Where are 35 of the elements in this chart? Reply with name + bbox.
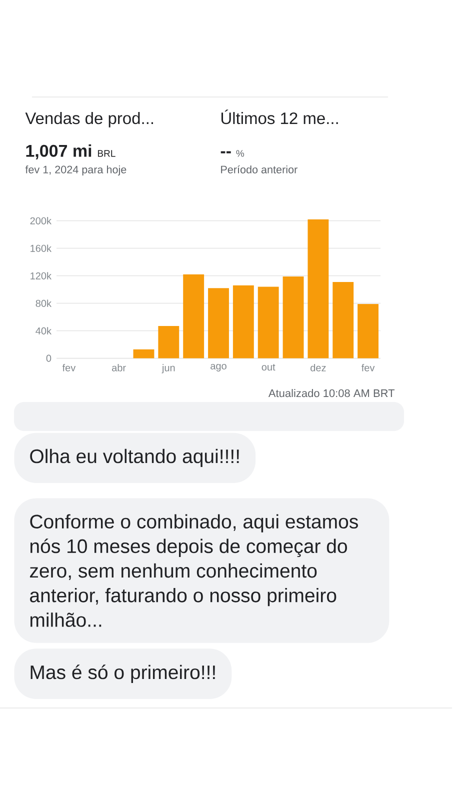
text: -- <box>220 151 231 154</box>
text: Olha eu voltando aqui!!!! <box>30 448 239 468</box>
bar <box>208 288 229 358</box>
x-tick-label: fev <box>62 364 76 372</box>
bar <box>258 286 279 358</box>
y-tick-label: 120k <box>30 272 52 280</box>
x-tick-label: jun <box>162 364 175 374</box>
bar <box>308 219 329 358</box>
x-tick-label: ago <box>210 364 226 372</box>
text: Mas é só o primeiro!!! <box>30 664 215 684</box>
chart-title: Vendas de prod... <box>25 112 154 128</box>
y-tick-label: 160k <box>30 244 52 252</box>
text: Atualizado 10:08 AM BRT <box>268 389 395 398</box>
text: Conforme o combinado, aqui estamos nós 10 meses depois de começar do zero, sem nenhum conhecimento anterior, faturando o nosso primeiro milhão... <box>30 514 358 627</box>
x-tick-label: abr <box>112 364 126 372</box>
text: BRL <box>98 150 116 157</box>
y-tick-label: 0 <box>46 354 52 362</box>
x-tick-label: out <box>262 364 276 371</box>
y-tick-label: 80k <box>36 300 52 307</box>
bar <box>133 349 154 358</box>
x-tick-label: dez <box>310 364 326 372</box>
x-tick-label: fev <box>362 364 375 372</box>
bar <box>183 274 204 358</box>
chart-subtitle: Últimos 12 me... <box>221 110 338 124</box>
bar <box>282 276 304 358</box>
bar <box>332 282 354 358</box>
bar <box>158 326 180 358</box>
bar <box>358 304 379 358</box>
text: Período anterior <box>221 165 298 174</box>
text: 1,007 mi <box>26 144 92 160</box>
y-tick-label: 200k <box>30 217 52 224</box>
bar <box>232 285 254 358</box>
text: fev 1, 2024 para hoje <box>25 165 126 176</box>
text: % <box>236 150 244 157</box>
y-tick-label: 40k <box>36 327 52 334</box>
